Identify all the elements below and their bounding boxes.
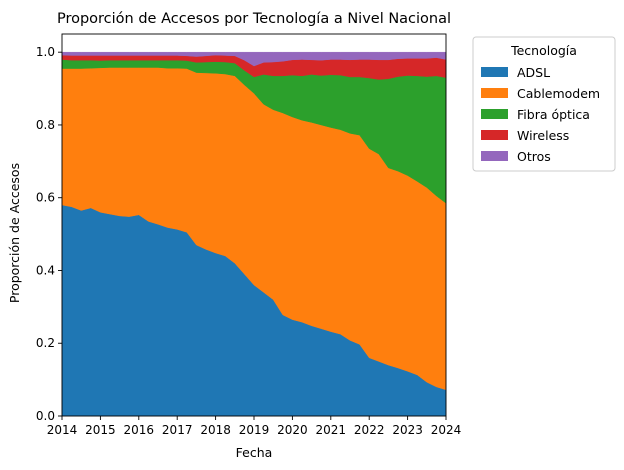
legend-swatch	[481, 67, 508, 77]
y-tick-label: 0.4	[36, 263, 55, 277]
x-tick-label: 2016	[124, 423, 155, 437]
y-tick-label: 0.0	[36, 409, 55, 423]
legend: Tecnología ADSL Cablemodem Fibra óptica Wir…	[472, 36, 616, 172]
legend-label: Otros	[517, 149, 551, 164]
legend-label: Wireless	[517, 128, 569, 143]
area-series-group	[61, 51, 447, 417]
y-tick-label: 1.0	[36, 45, 55, 59]
legend-frame	[472, 36, 616, 172]
legend-label: Fibra óptica	[517, 107, 590, 122]
y-tick-label: 0.2	[36, 336, 55, 350]
x-tick-label: 2015	[85, 423, 116, 437]
y-axis: 0.0 0.2 0.4 0.6 0.8 1.0	[36, 45, 62, 423]
chart-title: Proporción de Accesos por Tecnología a N…	[57, 11, 451, 27]
x-tick-label: 2020	[277, 423, 308, 437]
legend-label: Cablemodem	[517, 86, 600, 101]
y-tick-label: 0.8	[36, 118, 55, 132]
legend-label: ADSL	[517, 65, 550, 80]
y-tick-label: 0.6	[36, 191, 55, 205]
x-tick-label: 2021	[316, 423, 347, 437]
x-tick-label: 2024	[431, 423, 462, 437]
legend-swatch	[481, 109, 508, 119]
y-axis-label: Proporción de Accesos	[7, 163, 22, 303]
x-tick-label: 2019	[239, 423, 270, 437]
legend-swatch	[481, 130, 508, 140]
x-axis: 2014 2015 2016 2017 2018 2019 2020 2021 2022 2023…	[47, 416, 462, 437]
legend-swatch	[481, 151, 508, 161]
legend-title: Tecnología	[510, 43, 577, 58]
x-tick-label: 2018	[200, 423, 231, 437]
x-tick-label: 2014	[47, 423, 78, 437]
legend-items: ADSL Cablemodem Fibra óptica Wireless Otros	[481, 65, 600, 164]
x-tick-label: 2017	[162, 423, 193, 437]
x-axis-label: Fecha	[236, 445, 273, 460]
x-tick-label: 2023	[392, 423, 423, 437]
x-tick-label: 2022	[354, 423, 385, 437]
legend-swatch	[481, 88, 508, 98]
